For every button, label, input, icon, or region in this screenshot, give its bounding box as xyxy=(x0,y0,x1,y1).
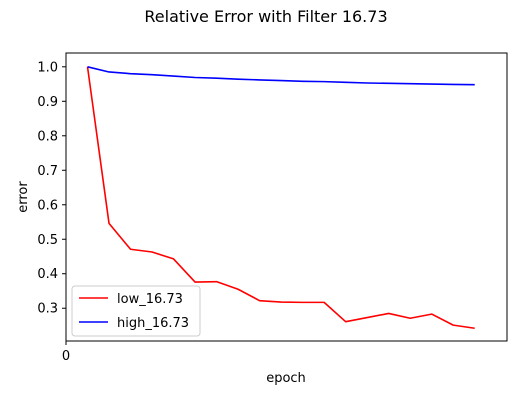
y-tick-label: 1.0 xyxy=(37,60,58,75)
plot-area xyxy=(65,52,508,342)
x-axis: 0 xyxy=(62,341,70,364)
x-tick-label: 0 xyxy=(62,349,70,364)
series-line-1 xyxy=(87,66,475,86)
y-tick-label: 0.5 xyxy=(37,233,58,248)
chart-title: Relative Error with Filter 16.73 xyxy=(144,7,387,26)
y-tick-label: 0.7 xyxy=(37,164,58,179)
y-tick-label: 0.6 xyxy=(37,198,58,213)
legend: low_16.73 high_16.73 xyxy=(71,285,201,337)
series-layer xyxy=(86,66,475,330)
legend-label-low: low_16.73 xyxy=(117,292,183,307)
y-tick-label: 0.8 xyxy=(37,129,58,144)
y-tick-label: 0.9 xyxy=(37,95,58,110)
y-tick-label: 0.4 xyxy=(37,267,58,282)
series-line-0 xyxy=(86,66,475,330)
legend-label-high: high_16.73 xyxy=(117,316,189,331)
plot-frame xyxy=(65,52,508,342)
y-tick-label: 0.3 xyxy=(37,302,58,317)
x-axis-label: epoch xyxy=(266,371,306,386)
y-axis: 0.3 0.4 0.5 0.6 0.7 0.8 0.9 1.0 xyxy=(37,60,66,317)
y-axis-label: error xyxy=(16,181,31,213)
